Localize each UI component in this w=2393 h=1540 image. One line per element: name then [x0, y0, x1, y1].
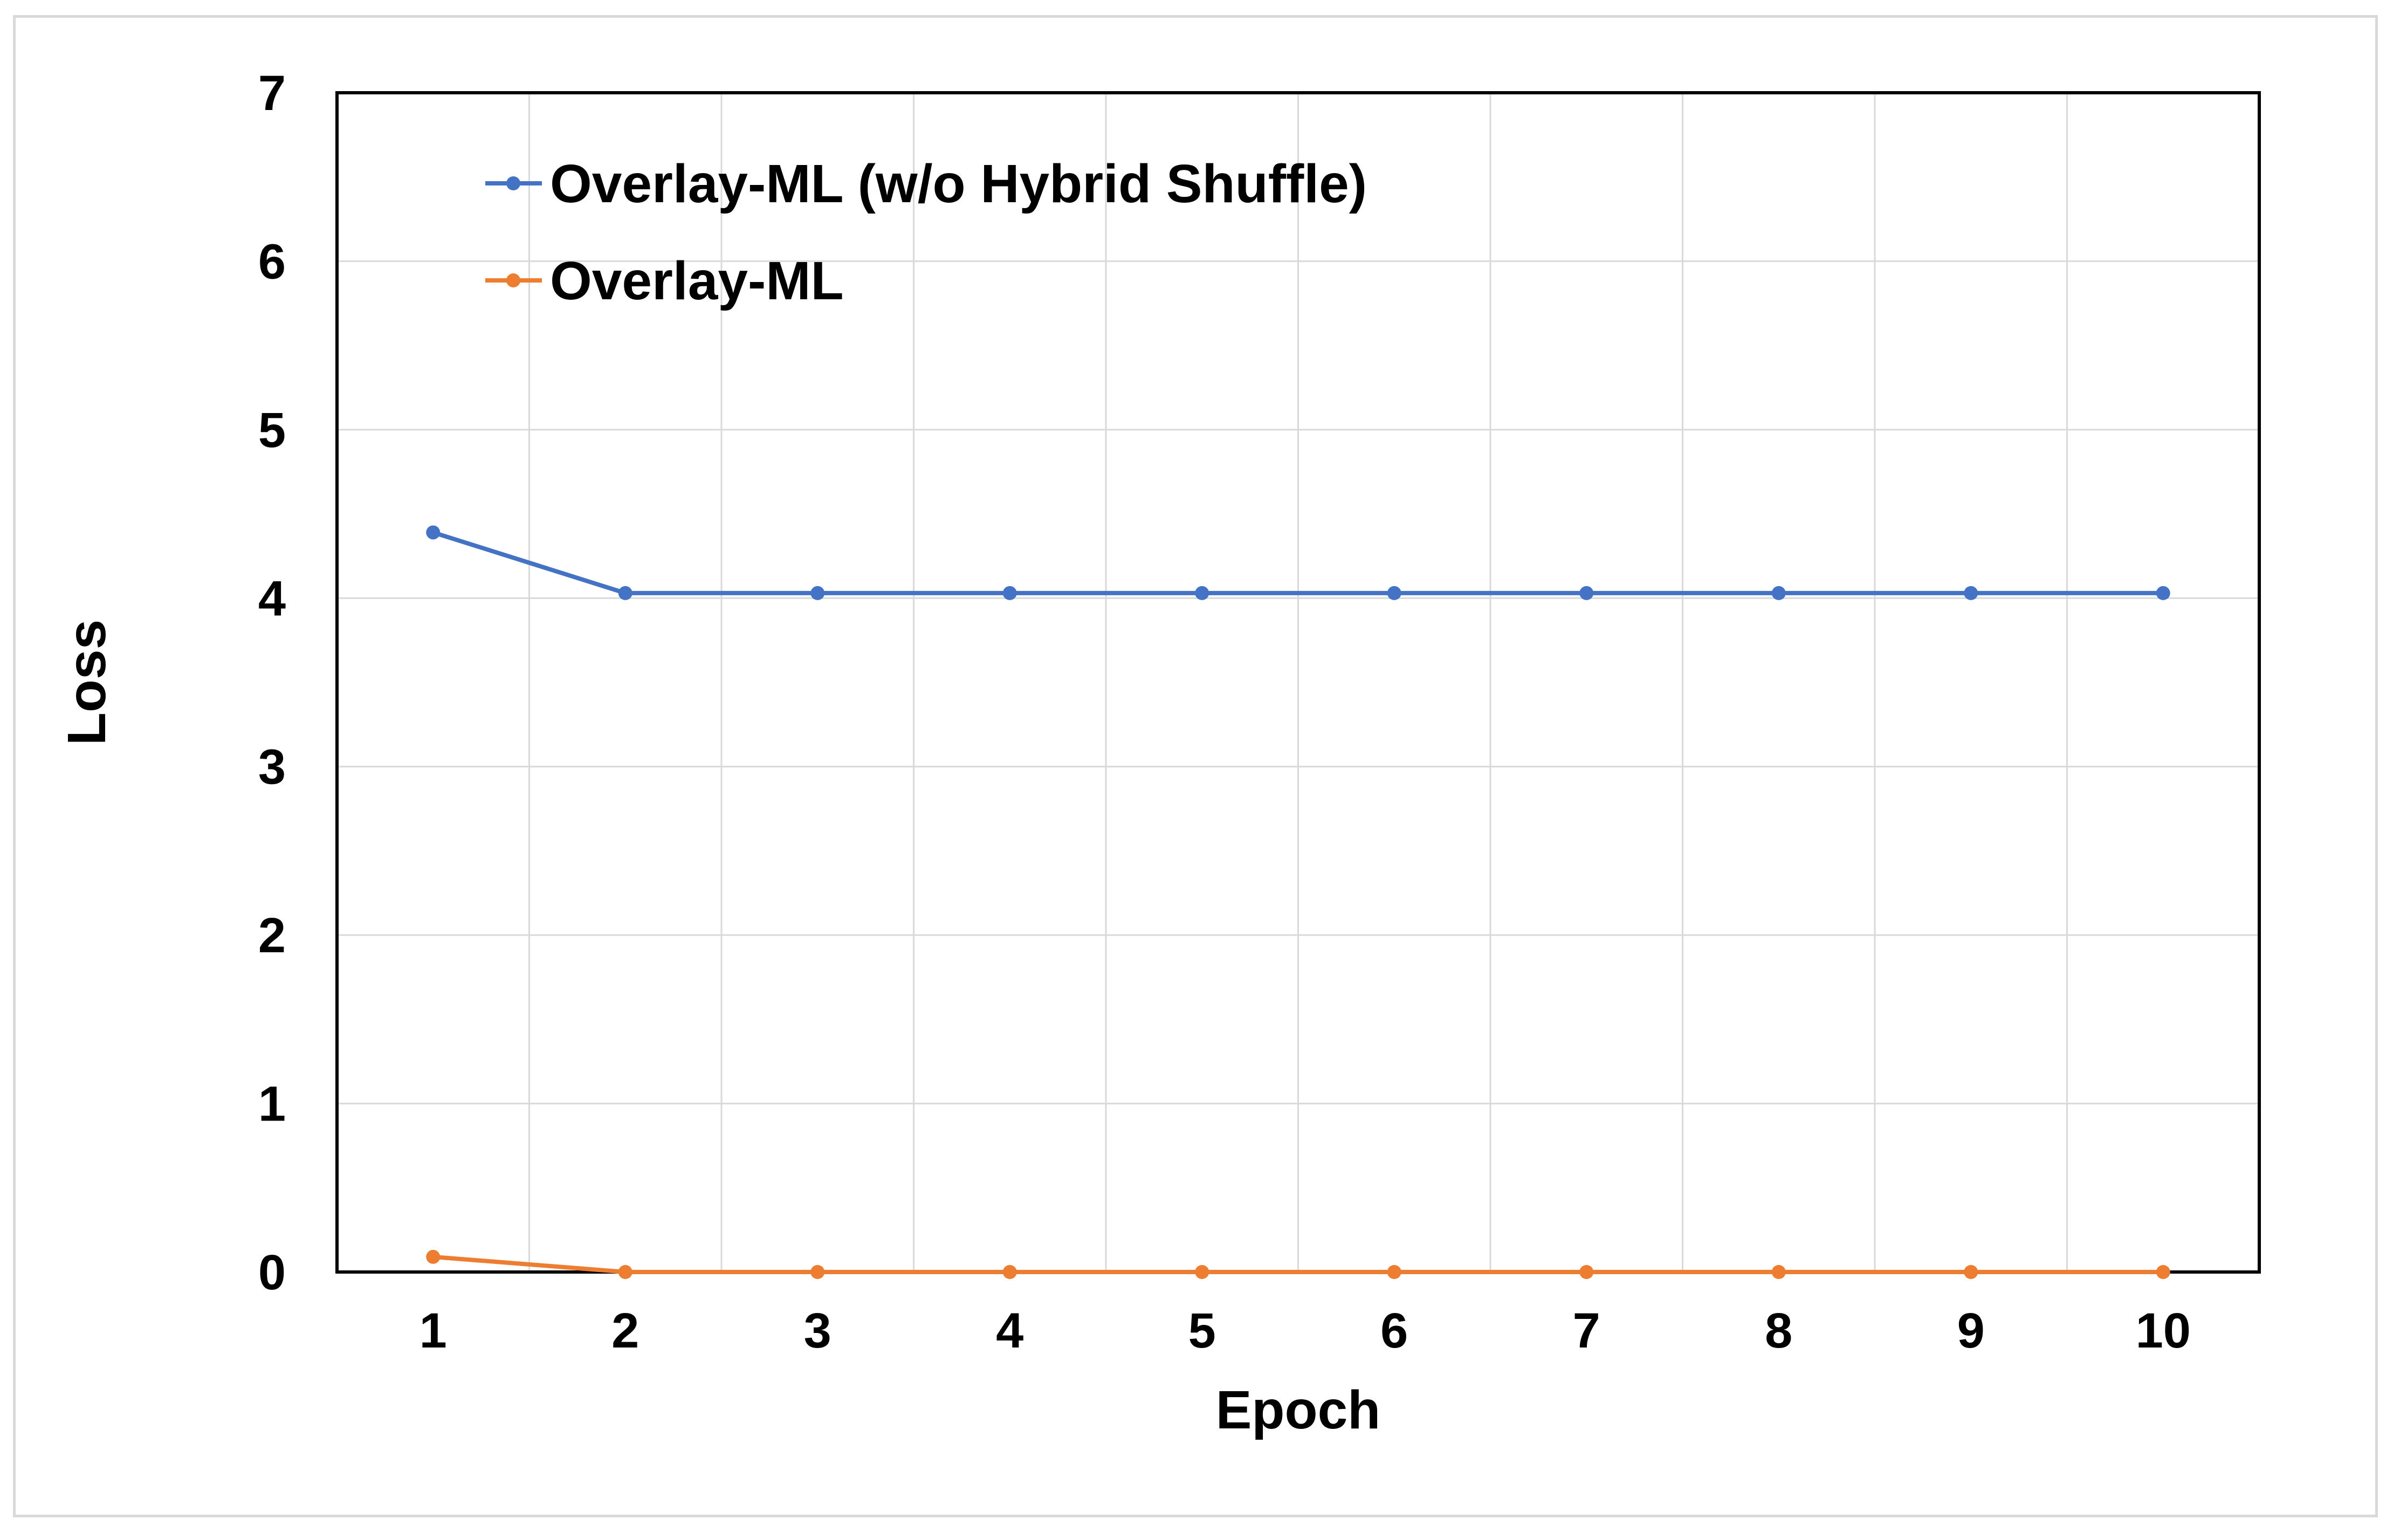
data-point	[1964, 586, 1978, 600]
y-axis-ticks: 0 1 2 3 4 5 6 7	[258, 66, 286, 1300]
y-tick-label: 1	[258, 1077, 286, 1132]
data-point	[1195, 586, 1209, 600]
data-point	[1195, 1265, 1209, 1279]
legend-marker	[506, 176, 520, 190]
data-point	[618, 1265, 632, 1279]
legend-label: Overlay-ML	[550, 251, 844, 311]
x-tick-label: 6	[1380, 1303, 1408, 1358]
y-tick-label: 3	[258, 740, 286, 795]
x-axis-ticks: 1 2 3 4 5 6 7 8 9 10	[420, 1303, 2191, 1358]
legend: Overlay-ML (w/o Hybrid Shuffle) Overlay-M…	[485, 154, 1367, 311]
grid-lines	[337, 93, 2259, 1272]
x-tick-label: 9	[1957, 1303, 1985, 1358]
data-point	[1002, 586, 1017, 600]
y-tick-label: 0	[258, 1245, 286, 1300]
x-tick-label: 5	[1188, 1303, 1216, 1358]
legend-entry: Overlay-ML	[485, 251, 844, 311]
data-point	[1771, 1265, 1786, 1279]
series-layer	[426, 525, 2170, 1279]
y-tick-label: 7	[258, 66, 286, 121]
data-point	[1771, 586, 1786, 600]
series-2	[426, 1249, 2170, 1279]
data-point	[2156, 1265, 2170, 1279]
x-tick-label: 2	[611, 1303, 639, 1358]
data-point	[2156, 586, 2170, 600]
data-point	[1579, 1265, 1594, 1279]
data-point	[618, 586, 632, 600]
x-tick-label: 8	[1765, 1303, 1792, 1358]
data-point	[1387, 586, 1401, 600]
y-tick-label: 6	[258, 234, 286, 289]
data-point	[810, 586, 825, 600]
x-tick-label: 3	[804, 1303, 831, 1358]
x-axis-title: Epoch	[1216, 1380, 1381, 1440]
series-1	[426, 525, 2170, 600]
data-point	[1964, 1265, 1978, 1279]
data-point	[1002, 1265, 1017, 1279]
y-tick-label: 5	[258, 403, 286, 458]
x-tick-label: 1	[420, 1303, 447, 1358]
data-point	[1579, 586, 1594, 600]
y-tick-label: 4	[258, 571, 286, 626]
series-line	[432, 530, 2163, 595]
data-point	[426, 1249, 441, 1264]
series-line	[432, 1254, 2163, 1274]
data-point	[810, 1265, 825, 1279]
legend-entry: Overlay-ML (w/o Hybrid Shuffle)	[485, 154, 1367, 214]
y-tick-label: 2	[258, 908, 286, 963]
x-tick-label: 4	[996, 1303, 1023, 1358]
data-point	[1387, 1265, 1401, 1279]
x-tick-label: 7	[1573, 1303, 1600, 1358]
data-point	[426, 525, 441, 540]
x-tick-label: 10	[2136, 1303, 2191, 1358]
y-axis-title: Loss	[57, 620, 117, 745]
legend-label: Overlay-ML (w/o Hybrid Shuffle)	[550, 154, 1367, 214]
legend-marker	[506, 273, 520, 287]
